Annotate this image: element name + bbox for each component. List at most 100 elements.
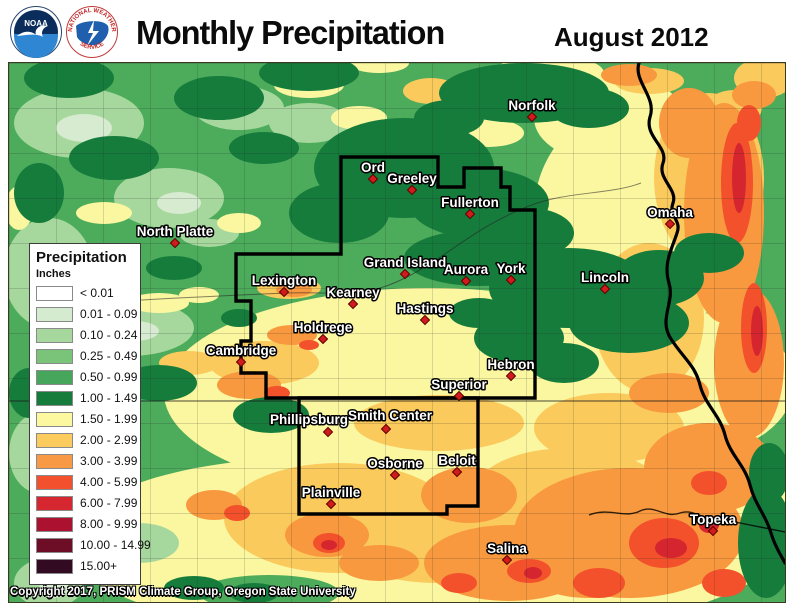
copyright-text: Copyright 2017, PRISM Climate Group, Ore… bbox=[10, 586, 356, 598]
precipitation-legend: Precipitation Inches < 0.01 0.01 - 0.09 0.… bbox=[29, 243, 151, 585]
city-smith-center: Smith Center bbox=[346, 407, 434, 435]
city-label: York bbox=[496, 261, 526, 276]
legend-range-label: 8.00 - 9.99 bbox=[80, 517, 138, 531]
legend-row: 1.50 - 1.99 bbox=[36, 411, 140, 427]
city-hebron: Hebron bbox=[486, 356, 536, 382]
city-label: Hastings bbox=[396, 301, 453, 316]
city-label: Holdrege bbox=[294, 320, 353, 335]
legend-row: < 0.01 bbox=[36, 285, 140, 301]
city-label: Hebron bbox=[487, 357, 534, 372]
legend-range-label: 0.50 - 0.99 bbox=[80, 370, 138, 384]
legend-swatch bbox=[36, 537, 73, 553]
legend-row: 3.00 - 3.99 bbox=[36, 453, 140, 469]
legend-row: 0.10 - 0.24 bbox=[36, 327, 140, 343]
city-label: Fullerton bbox=[441, 195, 499, 210]
header: NOAA NATIONAL WEATHER SERVICE Monthly Pr… bbox=[0, 0, 792, 62]
city-superior: Superior bbox=[430, 376, 489, 402]
legend-swatch bbox=[36, 348, 73, 364]
city-phillipsburg: Phillipsburg bbox=[268, 411, 350, 438]
city-marker-icon bbox=[451, 466, 463, 478]
legend-swatch bbox=[36, 327, 73, 343]
legend-row: 0.01 - 0.09 bbox=[36, 306, 140, 322]
city-omaha: Omaha bbox=[646, 204, 695, 230]
legend-range-label: 2.00 - 2.99 bbox=[80, 433, 138, 447]
legend-row: 0.50 - 0.99 bbox=[36, 369, 140, 385]
page-title: Monthly Precipitation bbox=[136, 14, 445, 51]
legend-swatch bbox=[36, 306, 73, 322]
city-label: Topeka bbox=[690, 512, 737, 527]
city-grand-island: Grand Island bbox=[362, 254, 448, 280]
legend-unit-label: Inches bbox=[36, 268, 71, 280]
city-label: Osborne bbox=[367, 456, 423, 471]
legend-row: 6.00 - 7.99 bbox=[36, 495, 140, 511]
city-marker-icon bbox=[169, 237, 181, 249]
legend-swatch bbox=[36, 390, 73, 406]
city-marker-icon bbox=[505, 274, 517, 286]
city-marker-icon bbox=[347, 298, 359, 310]
legend-row: 15.00+ bbox=[36, 558, 140, 574]
city-label: Lincoln bbox=[581, 270, 629, 285]
city-marker-icon bbox=[317, 333, 329, 345]
city-label: Aurora bbox=[444, 262, 489, 277]
city-label: Norfolk bbox=[508, 98, 556, 113]
city-beloit: Beloit bbox=[437, 452, 478, 478]
legend-row: 2.00 - 2.99 bbox=[36, 432, 140, 448]
city-marker-icon bbox=[464, 208, 476, 220]
legend-range-label: 3.00 - 3.99 bbox=[80, 454, 138, 468]
city-holdrege: Holdrege bbox=[292, 319, 354, 345]
city-marker-icon bbox=[707, 525, 719, 537]
city-marker-icon bbox=[599, 283, 611, 295]
city-greeley: Greeley bbox=[386, 170, 439, 196]
city-hastings: Hastings bbox=[395, 300, 455, 326]
city-label: Beloit bbox=[438, 453, 476, 468]
legend-row: 4.00 - 5.99 bbox=[36, 474, 140, 490]
city-label: Lexington bbox=[252, 273, 317, 288]
legend-swatch bbox=[36, 474, 73, 490]
city-label: North Platte bbox=[137, 224, 214, 239]
city-kearney: Kearney bbox=[325, 284, 382, 310]
city-osborne: Osborne bbox=[366, 455, 425, 481]
city-fullerton: Fullerton bbox=[440, 194, 500, 220]
legend-range-label: < 0.01 bbox=[80, 286, 114, 300]
nws-logo-ring-bottom: SERVICE bbox=[79, 41, 106, 51]
cwa-boundary-nebraska bbox=[234, 155, 537, 400]
city-label: Smith Center bbox=[348, 408, 433, 423]
legend-range-label: 15.00+ bbox=[80, 559, 118, 573]
legend-range-label: 1.50 - 1.99 bbox=[80, 412, 138, 426]
city-topeka: Topeka bbox=[688, 511, 738, 537]
city-lexington: Lexington bbox=[250, 272, 318, 298]
city-marker-icon bbox=[406, 184, 418, 196]
nws-logo-icon: NATIONAL WEATHER SERVICE bbox=[66, 6, 118, 58]
city-marker-icon bbox=[322, 426, 334, 438]
city-marker-icon bbox=[505, 370, 517, 382]
date-title: August 2012 bbox=[554, 22, 709, 52]
city-lincoln: Lincoln bbox=[580, 269, 631, 295]
city-label: Grand Island bbox=[364, 255, 447, 270]
city-marker-icon bbox=[526, 111, 538, 123]
city-marker-icon bbox=[664, 218, 676, 230]
legend-row: 8.00 - 9.99 bbox=[36, 516, 140, 532]
city-label: Salina bbox=[487, 541, 527, 556]
missouri-river bbox=[636, 63, 785, 565]
legend-swatch bbox=[36, 369, 73, 385]
legend-title: Precipitation bbox=[36, 249, 127, 266]
city-ord: Ord bbox=[359, 159, 387, 185]
city-marker-icon bbox=[389, 469, 401, 481]
city-label: Cambridge bbox=[206, 343, 277, 358]
city-label: Plainville bbox=[302, 485, 361, 500]
legend-range-label: 10.00 - 14.99 bbox=[80, 538, 151, 552]
cwa-boundary-kansas bbox=[297, 396, 480, 516]
city-marker-icon bbox=[325, 498, 337, 510]
nws-logo-ring-bottom-container: SERVICE bbox=[79, 41, 106, 51]
legend-range-label: 1.00 - 1.49 bbox=[80, 391, 138, 405]
city-label: Greeley bbox=[387, 171, 437, 186]
legend-swatch bbox=[36, 453, 73, 469]
city-label: Superior bbox=[431, 377, 487, 392]
kansas-river bbox=[588, 508, 785, 533]
platte-river bbox=[38, 182, 642, 307]
legend-swatch bbox=[36, 285, 73, 301]
city-marker-icon bbox=[278, 286, 290, 298]
noaa-logo-icon: NOAA bbox=[10, 6, 62, 58]
city-cambridge: Cambridge bbox=[204, 342, 278, 368]
